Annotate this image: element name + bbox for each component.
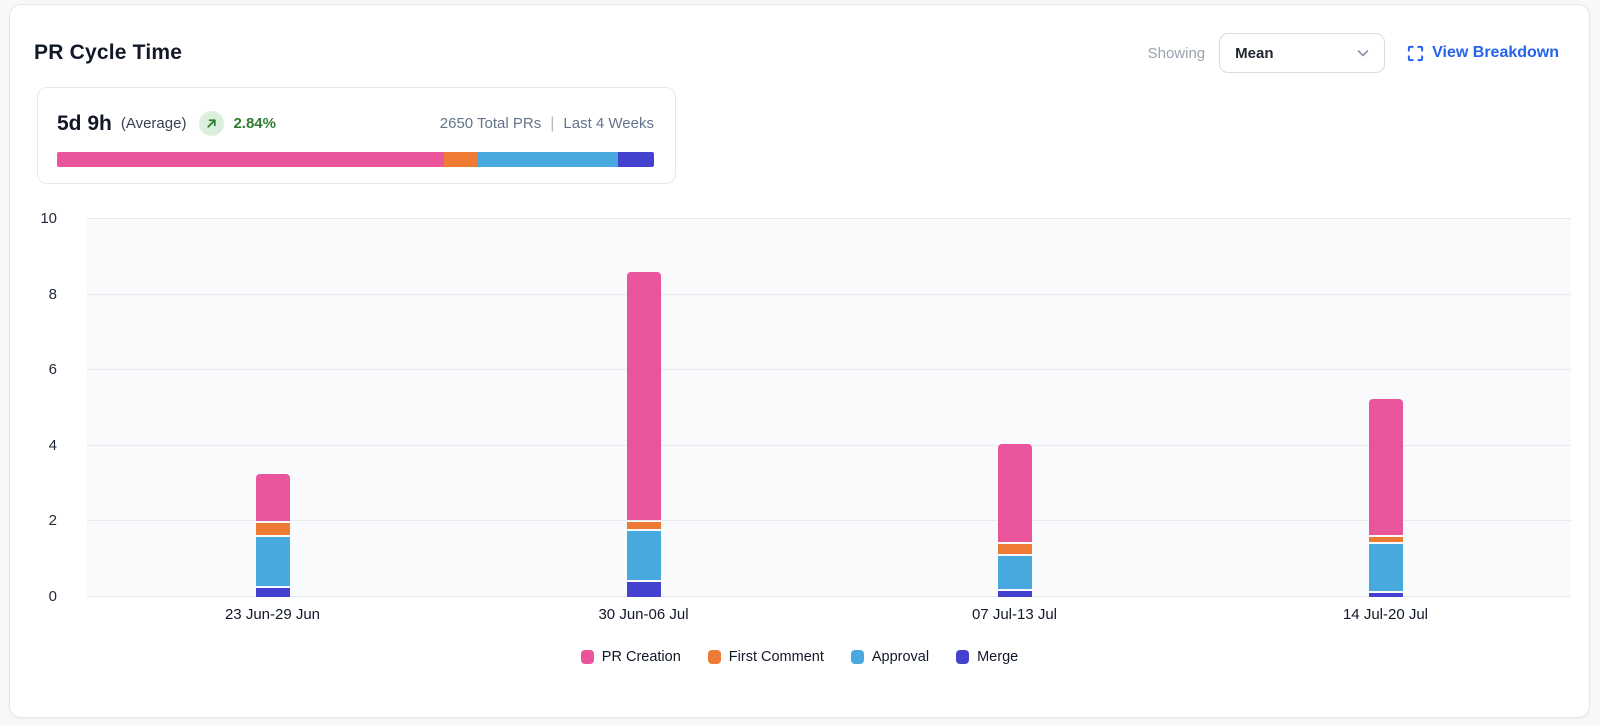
header-controls: Showing Mean View Breakdown	[1148, 33, 1559, 73]
bar-segment-merge[interactable]	[255, 587, 290, 597]
bar-30-jun-06-jul[interactable]	[626, 272, 661, 597]
bar-14-jul-20-jul[interactable]	[1368, 398, 1403, 597]
bar-segment-pr-creation[interactable]	[1368, 398, 1403, 535]
bar-segment-first-comment[interactable]	[997, 544, 1032, 554]
x-tick-label-4: 14 Jul-20 Jul	[1342, 606, 1429, 623]
bar-23-jun-29-jun[interactable]	[255, 474, 290, 597]
bar-segment-first-comment[interactable]	[626, 521, 661, 529]
legend-item-merge[interactable]: Merge	[956, 649, 1018, 665]
bar-segment-pr-creation[interactable]	[626, 272, 661, 520]
legend-swatch	[850, 650, 864, 664]
legend-item-pr-creation[interactable]: PR Creation	[580, 649, 681, 665]
y-tick-label-6: 6	[48, 361, 57, 379]
bar-segment-merge[interactable]	[1368, 593, 1403, 597]
showing-label: Showing	[1147, 44, 1206, 62]
distribution-segment-approval[interactable]	[478, 152, 619, 167]
trend-percent: 2.84%	[233, 115, 276, 132]
metric-dropdown[interactable]: Mean	[1219, 33, 1386, 73]
distribution-segment-merge[interactable]	[618, 152, 654, 167]
period-label: Last 4 Weeks	[563, 115, 654, 132]
distribution-segment-pr-creation[interactable]	[57, 152, 445, 167]
average-qualifier: (Average)	[120, 115, 187, 132]
bar-segment-approval[interactable]	[997, 555, 1032, 590]
average-cycle-time-value: 5d 9h	[57, 111, 112, 135]
summary-card: 5d 9h (Average) 2.84% 2650 Total PRs | L…	[37, 87, 676, 184]
legend-item-first-comment[interactable]: First Comment	[707, 649, 824, 665]
bar-segment-pr-creation[interactable]	[997, 444, 1032, 543]
bar-segment-merge[interactable]	[997, 591, 1032, 597]
legend-item-approval[interactable]: Approval	[850, 649, 930, 665]
y-tick-label-4: 4	[48, 436, 57, 454]
view-breakdown-button[interactable]: View Breakdown	[1407, 44, 1559, 62]
legend-label: First Comment	[728, 649, 824, 665]
bar-07-jul-13-jul[interactable]	[997, 444, 1032, 597]
x-tick-label-2: 30 Jun-06 Jul	[598, 606, 689, 623]
bar-segment-approval[interactable]	[626, 530, 661, 580]
cycle-time-distribution-bar	[57, 152, 654, 167]
x-tick-label-1: 23 Jun-29 Jun	[224, 606, 321, 623]
legend-swatch	[707, 650, 721, 664]
gridline-y-2	[87, 520, 1571, 522]
total-prs-label: 2650 Total PRs	[439, 115, 542, 132]
legend-swatch	[580, 650, 594, 664]
gridline-y-10	[87, 218, 1571, 219]
pr-cycle-time-card: PR Cycle Time Showing Mean	[9, 4, 1590, 718]
bar-segment-pr-creation[interactable]	[255, 474, 290, 522]
summary-row: 5d 9h (Average) 2.84% 2650 Total PRs | L…	[38, 88, 675, 136]
summary-metrics: 5d 9h (Average) 2.84%	[57, 111, 276, 136]
page-title: PR Cycle Time	[34, 41, 183, 64]
expand-icon	[1407, 45, 1424, 62]
chart-legend: PR Creation First Comment Approval Merge	[10, 649, 1589, 665]
stacked-bar-chart-plot-area	[87, 218, 1571, 597]
trend-up-icon	[199, 111, 225, 136]
chevron-down-icon	[1355, 45, 1371, 61]
bar-segment-approval[interactable]	[255, 536, 290, 586]
gridline-y-4	[87, 444, 1571, 446]
x-tick-label-3: 07 Jul-13 Jul	[971, 606, 1058, 623]
legend-label: PR Creation	[601, 649, 681, 665]
bar-segment-first-comment[interactable]	[255, 523, 290, 535]
y-tick-label-0: 0	[48, 588, 57, 605]
bar-segment-merge[interactable]	[626, 582, 661, 597]
view-breakdown-label: View Breakdown	[1432, 44, 1559, 61]
y-tick-label-10: 10	[40, 210, 57, 227]
distribution-segment-first-comment[interactable]	[444, 152, 479, 167]
y-tick-label-2: 2	[48, 512, 57, 530]
gridline-y-8	[87, 293, 1571, 295]
divider: |	[550, 114, 555, 132]
bar-segment-approval[interactable]	[1368, 544, 1403, 592]
metric-dropdown-value: Mean	[1235, 44, 1274, 62]
gridline-y-6	[87, 369, 1571, 371]
y-tick-label-8: 8	[48, 285, 57, 303]
summary-meta: 2650 Total PRs | Last 4 Weeks	[440, 115, 654, 133]
legend-label: Approval	[871, 649, 930, 665]
gridline-y-0	[87, 596, 1571, 597]
legend-swatch	[956, 650, 970, 664]
card-header: PR Cycle Time Showing Mean	[34, 33, 1559, 73]
bar-segment-first-comment[interactable]	[1368, 536, 1403, 543]
legend-label: Merge	[977, 649, 1019, 665]
